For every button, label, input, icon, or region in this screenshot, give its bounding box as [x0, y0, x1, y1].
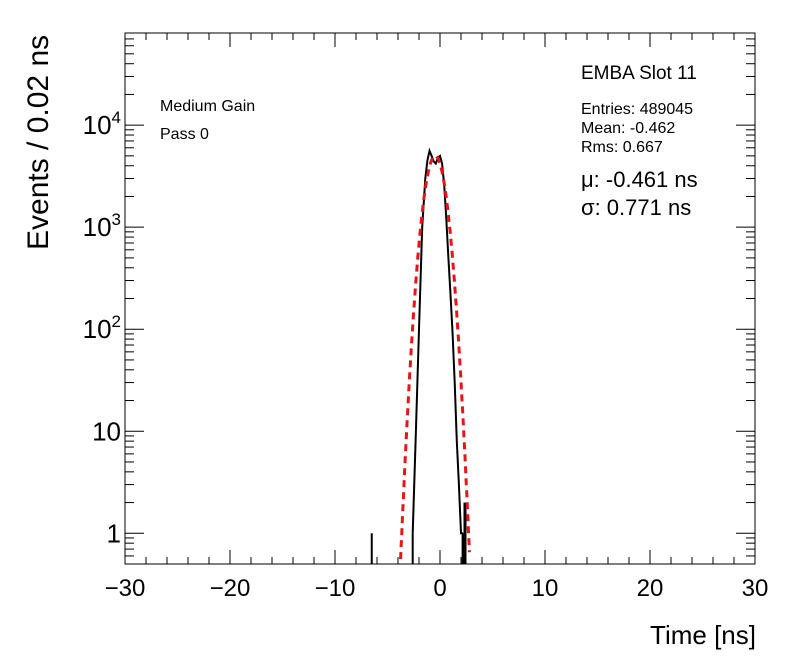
y-tick-label: 102 [83, 312, 121, 344]
data-histogram-line [411, 147, 464, 535]
y-tick-label: 103 [83, 210, 121, 242]
x-tick-label: −30 [105, 575, 146, 602]
y-tick-label: 1 [107, 518, 121, 548]
stat-entries: Entries: 489045 [581, 101, 694, 118]
x-tick-label: 20 [637, 575, 664, 602]
x-tick-label: −20 [210, 575, 251, 602]
legend-gain: Medium Gain [160, 98, 256, 115]
x-axis-title: Time [ns] [650, 620, 756, 650]
stat-rms: Rms: 0.667 [581, 139, 663, 156]
y-tick-label: 10 [92, 416, 121, 446]
stat-mean: Mean: -0.462 [581, 120, 676, 137]
x-tick-label: 10 [532, 575, 559, 602]
x-tick-label: 30 [742, 575, 769, 602]
x-tick-label: 0 [433, 575, 446, 602]
x-tick-label: −10 [315, 575, 356, 602]
y-axis-title: Events / 0.02 ns [22, 34, 55, 250]
legend-pass: Pass 0 [160, 126, 209, 143]
chart-title: EMBA Slot 11 [581, 63, 697, 84]
fit-sigma: σ: 0.771 ns [581, 195, 692, 220]
y-tick-label: 104 [83, 108, 121, 140]
fit-mu: μ: -0.461 ns [581, 167, 698, 192]
